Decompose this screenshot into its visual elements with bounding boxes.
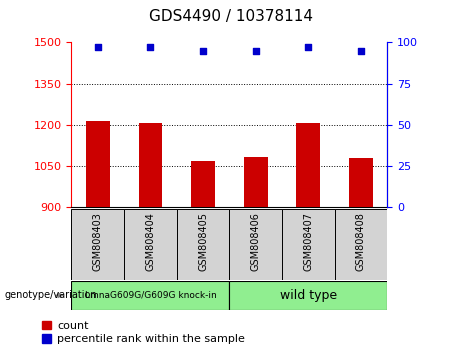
Text: GSM808406: GSM808406 xyxy=(251,212,260,271)
Text: GSM808408: GSM808408 xyxy=(356,212,366,271)
Text: genotype/variation: genotype/variation xyxy=(5,290,97,300)
Bar xyxy=(296,122,320,207)
Text: GSM808404: GSM808404 xyxy=(145,212,155,271)
Bar xyxy=(124,209,177,280)
Point xyxy=(252,48,260,53)
Bar xyxy=(177,209,229,280)
Text: wild type: wild type xyxy=(280,289,337,302)
Bar xyxy=(229,281,387,310)
Text: GSM808405: GSM808405 xyxy=(198,212,208,272)
Text: GSM808403: GSM808403 xyxy=(93,212,103,271)
Text: GSM808407: GSM808407 xyxy=(303,212,313,272)
Bar xyxy=(335,209,387,280)
Bar xyxy=(71,209,124,280)
Bar xyxy=(139,122,162,207)
Point xyxy=(357,48,365,53)
Bar xyxy=(71,281,230,310)
Bar xyxy=(86,121,110,207)
Bar xyxy=(229,209,282,280)
Legend: count, percentile rank within the sample: count, percentile rank within the sample xyxy=(42,321,245,344)
Text: LmnaG609G/G609G knock-in: LmnaG609G/G609G knock-in xyxy=(84,291,216,300)
Bar xyxy=(191,161,215,207)
Bar xyxy=(282,209,335,280)
Point xyxy=(199,48,207,53)
Point xyxy=(305,45,312,50)
Text: GDS4490 / 10378114: GDS4490 / 10378114 xyxy=(148,9,313,24)
Point xyxy=(147,45,154,50)
Point xyxy=(94,45,101,50)
Bar xyxy=(349,158,373,207)
Bar xyxy=(244,157,267,207)
